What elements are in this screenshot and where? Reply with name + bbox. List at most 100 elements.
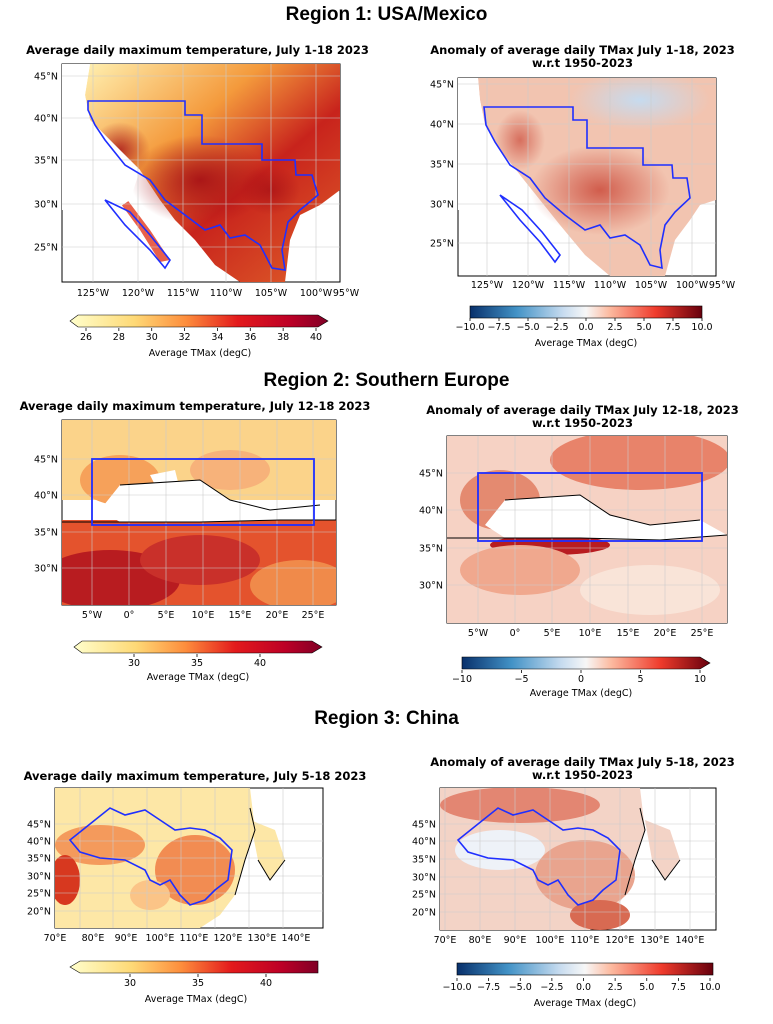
lat-tick-label: 40°N — [34, 491, 58, 502]
lat-tick-label: 45°N — [430, 80, 454, 91]
lat-tick-label: 30°N — [34, 564, 58, 575]
lon-tick-label: 10°E — [579, 628, 602, 639]
colorbar-tick-label: 40 — [254, 658, 266, 669]
lon-tick-label: 80°E — [82, 933, 105, 944]
lat-tick-label: 35°N — [34, 528, 58, 539]
lon-tick-label: 110°E — [571, 935, 600, 946]
colorbar-tick-label: 38 — [277, 332, 289, 343]
colorbar-tick-label: 0 — [578, 674, 584, 685]
lon-tick-label: 80°E — [469, 935, 492, 946]
colorbar-tick-label: 10 — [694, 674, 706, 685]
lon-tick-label: 95°W — [333, 288, 360, 299]
lat-tick-label: 40°N — [430, 120, 454, 131]
region-3-anom-title-line2: w.r.t 1950-2023 — [532, 768, 633, 782]
lat-tick-label: 45°N — [27, 820, 51, 831]
colorbar-tick-label: −2.5 — [540, 982, 563, 993]
colorbar-tick-label: −10.0 — [455, 322, 484, 333]
colorbar-tick-label: 28 — [113, 332, 125, 343]
colorbar-tick-label: −5 — [514, 674, 528, 685]
colorbar-tick-label: −10.0 — [442, 982, 471, 993]
lon-tick-label: 110°W — [594, 280, 627, 291]
colorbar-tick-label: 35 — [191, 658, 203, 669]
lon-tick-label: 115°W — [553, 280, 586, 291]
region-2-anom-title-line2: w.r.t 1950-2023 — [532, 416, 633, 430]
lon-tick-label: 100°E — [146, 933, 175, 944]
lat-tick-label: 40°N — [34, 114, 58, 125]
colorbar-tick-label: 35 — [192, 978, 204, 989]
region-2-anom-plot — [446, 435, 728, 624]
region-1-avg-plot — [61, 63, 341, 283]
colorbar-label: Average TMax (degC) — [534, 998, 636, 1009]
colorbar-tick-label: 7.5 — [671, 982, 686, 993]
lat-tick-label: 35°N — [430, 160, 454, 171]
lat-tick-label: 40°N — [419, 506, 443, 517]
colorbar-tick-label: 5.0 — [639, 982, 654, 993]
colorbar-tick-label: 7.5 — [665, 322, 680, 333]
region-2-anom-title-line1: Anomaly of average daily TMax July 12-18… — [426, 403, 739, 417]
colorbar-label: Average TMax (degC) — [147, 672, 249, 683]
region-2-avg-colorbar — [73, 640, 323, 654]
lon-tick-label: 125°W — [77, 288, 110, 299]
region-3-anom-title: Anomaly of average daily TMax July 5-18,… — [395, 756, 770, 782]
colorbar-tick-label: 0.0 — [578, 322, 593, 333]
lon-tick-label: 105°W — [635, 280, 668, 291]
lon-tick-label: 20°E — [654, 628, 677, 639]
lon-tick-label: 90°E — [115, 933, 138, 944]
lon-tick-label: 5°W — [82, 610, 103, 621]
lat-tick-label: 45°N — [419, 469, 443, 480]
lat-tick-label: 35°N — [412, 855, 436, 866]
lat-tick-label: 25°N — [34, 243, 58, 254]
lon-tick-label: 125°W — [471, 280, 504, 291]
lon-tick-label: 25°E — [691, 628, 714, 639]
lon-tick-label: 10°E — [192, 610, 215, 621]
region-1-anom-title-line1: Anomaly of average daily TMax July 1-18,… — [430, 43, 735, 57]
lon-tick-label: 105°W — [255, 288, 288, 299]
lat-tick-label: 30°N — [430, 200, 454, 211]
lon-tick-label: 70°E — [434, 935, 457, 946]
region-3-anom-outline — [456, 807, 621, 906]
lon-tick-label: 0° — [124, 610, 135, 621]
lat-tick-label: 40°N — [412, 837, 436, 848]
lon-tick-label: 120°W — [122, 288, 155, 299]
lon-tick-label: 5°E — [158, 610, 175, 621]
tick-labels: 45°N 40°N 35°N 30°N 25°N 125°W 120°W 115°W 110°W… — [27, 72, 736, 1010]
colorbar-tick-label: −7.5 — [487, 322, 510, 333]
region-3-avg-plot — [54, 787, 324, 929]
region-2-anom-box — [477, 472, 703, 542]
lon-tick-label: 100°W — [676, 280, 709, 291]
region-1-anom-title: Anomaly of average daily TMax July 1-18,… — [395, 44, 770, 70]
colorbar-tick-label: −7.5 — [477, 982, 500, 993]
colorbar-label: Average TMax (degC) — [535, 338, 637, 349]
colorbar-tick-label: 40 — [260, 978, 272, 989]
lat-tick-label: 20°N — [412, 908, 436, 919]
lat-tick-label: 25°N — [412, 890, 436, 901]
lat-tick-label: 45°N — [412, 820, 436, 831]
region-2-title: Region 2: Southern Europe — [263, 370, 510, 391]
colorbar-label: Average TMax (degC) — [145, 994, 247, 1005]
lon-tick-label: 100°E — [536, 935, 565, 946]
lon-tick-label: 15°E — [617, 628, 640, 639]
lon-tick-label: 120°E — [214, 933, 243, 944]
colorbar-tick-label: 36 — [244, 332, 256, 343]
colorbar-tick-label: −10 — [452, 674, 472, 685]
lat-tick-label: 45°N — [34, 72, 58, 83]
lon-tick-label: 25°E — [302, 610, 325, 621]
lat-tick-label: 30°N — [27, 872, 51, 883]
colorbar-tick-label: 0.0 — [576, 982, 591, 993]
region-2-anom-colorbar — [461, 656, 711, 670]
lat-tick-label: 25°N — [27, 889, 51, 900]
lon-tick-label: 70°E — [44, 933, 67, 944]
region-1-avg-outline — [87, 100, 319, 271]
colorbar-tick-label: 30 — [146, 332, 158, 343]
colorbar-tick-label: 2.5 — [608, 982, 623, 993]
colorbar-tick-label: 30 — [128, 658, 140, 669]
colorbar-tick-label: −5.0 — [516, 322, 539, 333]
region-3-anom-title-line1: Anomaly of average daily TMax July 5-18,… — [430, 755, 735, 769]
lon-tick-label: 140°E — [282, 933, 311, 944]
lon-tick-label: 20°E — [266, 610, 289, 621]
region-1-avg-colorbar — [69, 314, 329, 328]
colorbar-tick-label: 26 — [80, 332, 92, 343]
region-3-avg-outline — [68, 807, 233, 906]
colorbar-label: Average TMax (degC) — [149, 348, 251, 359]
